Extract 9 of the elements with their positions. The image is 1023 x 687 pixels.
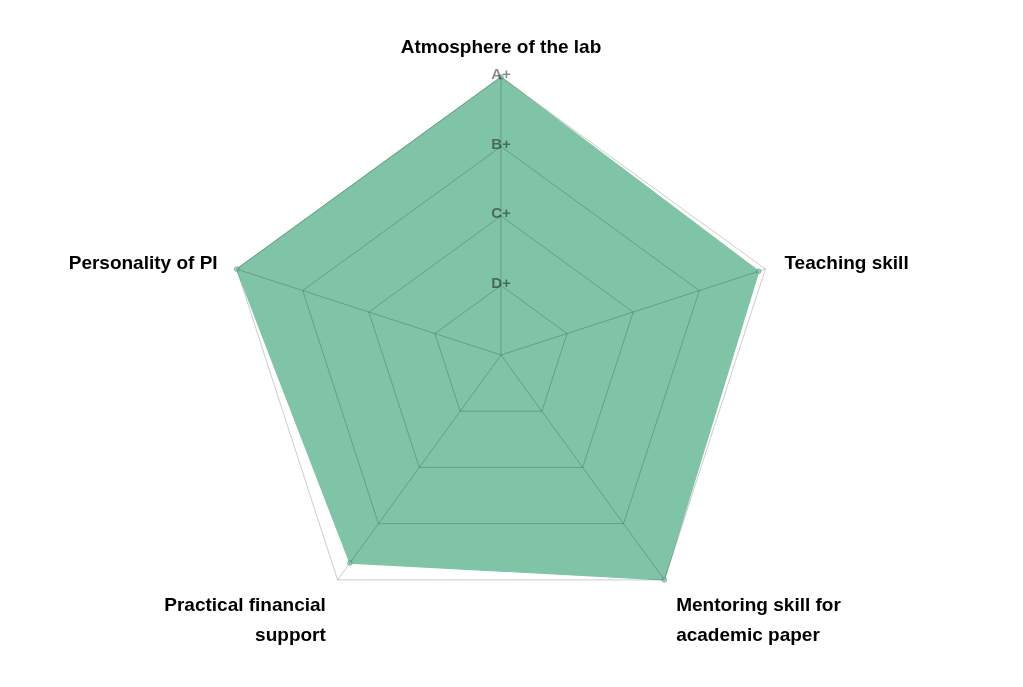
spoke-label: Atmosphere of the lab (400, 36, 602, 57)
spoke-label: Teaching skill (784, 251, 909, 273)
y-tick-label: C+ (491, 204, 512, 221)
y-tick-label: B+ (491, 134, 512, 152)
y-tick-label: D+ (491, 273, 512, 291)
spoke-label: Personality of PI (68, 251, 218, 273)
spoke-label: Mentoring skill for academic paper (676, 594, 842, 646)
spoke-label: Practical financial support (164, 594, 327, 646)
y-tick-label: A+ (491, 65, 512, 82)
